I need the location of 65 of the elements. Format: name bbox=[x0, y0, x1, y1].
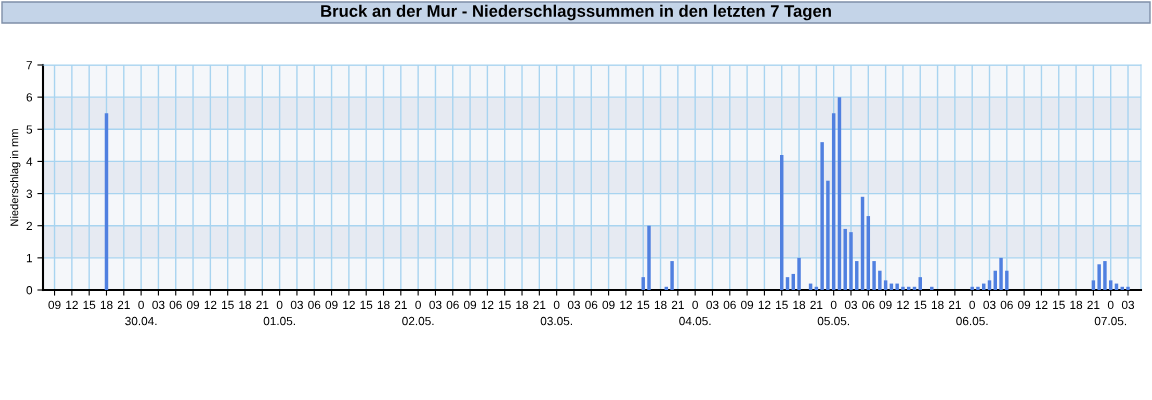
x-tick-label: 12 bbox=[343, 300, 355, 309]
x-tick-label: 12 bbox=[758, 300, 771, 309]
x-tick-label: 15 bbox=[83, 300, 96, 310]
x-tick-label: 18 bbox=[654, 300, 667, 310]
x-tick-label: 21 bbox=[533, 300, 546, 309]
x-tick-label: 06 bbox=[585, 300, 598, 310]
x-tick-label: 03 bbox=[1121, 300, 1135, 310]
x-tick-label: 06 bbox=[169, 300, 182, 310]
x-tick-label: 12 bbox=[481, 300, 494, 309]
x-tick-label: 18 bbox=[931, 300, 944, 310]
y-tick-label: 4 bbox=[26, 157, 33, 166]
x-tick-label: 18 bbox=[516, 300, 529, 310]
x-tick-label: 15 bbox=[637, 300, 650, 310]
x-tick-label: 15 bbox=[499, 300, 511, 310]
x-tick-label: 21 bbox=[671, 300, 684, 309]
x-tick-label: 03 bbox=[429, 300, 442, 310]
y-tick-label: 1 bbox=[26, 254, 33, 263]
x-tick-label: 21 bbox=[1087, 300, 1100, 309]
chart-title: Bruck an der Mur - Niederschlagssummen in den letzten 7 Tagen bbox=[321, 4, 831, 21]
y-tick-label: 0 bbox=[26, 286, 33, 295]
x-tick-label: 18 bbox=[239, 300, 252, 310]
x-tick-label: 21 bbox=[810, 300, 823, 309]
x-tick-label: 03 bbox=[152, 300, 165, 310]
y-tick-label: 7 bbox=[26, 61, 32, 70]
x-tick-label: 15 bbox=[776, 300, 788, 310]
x-tick-label: 18 bbox=[793, 300, 806, 310]
x-tick-label: 06 bbox=[446, 300, 459, 310]
x-tick-label: 18 bbox=[1070, 300, 1083, 310]
x-tick-label: 15 bbox=[222, 300, 234, 310]
x-tick-label: 03 bbox=[290, 300, 303, 310]
y-axis-title: Niederschlag in mm bbox=[10, 129, 21, 226]
x-tick-label: 18 bbox=[100, 300, 113, 310]
x-tick-label: 06 bbox=[308, 300, 321, 310]
x-tick-label: 09 bbox=[48, 300, 61, 310]
x-tick-label: 06 bbox=[723, 300, 736, 310]
x-tick-label: 12 bbox=[66, 300, 78, 309]
x-tick-label: 03 bbox=[706, 300, 719, 310]
x-tick-label: 21 bbox=[394, 300, 407, 309]
x-tick-label: 12 bbox=[620, 300, 632, 309]
x-tick-label: 12 bbox=[897, 300, 909, 309]
y-tick-label: 2 bbox=[26, 221, 32, 230]
x-tick-label: 09 bbox=[741, 300, 754, 310]
x-tick-label: 15 bbox=[1053, 300, 1065, 310]
x-tick-label: 06 bbox=[1000, 300, 1013, 310]
x-tick-label: 09 bbox=[602, 300, 615, 310]
x-tick-label: 03 bbox=[844, 300, 858, 310]
x-tick-label: 21 bbox=[117, 300, 130, 309]
x-tick-label: 15 bbox=[360, 300, 373, 310]
x-tick-label: 21 bbox=[948, 300, 961, 309]
x-tick-label: 12 bbox=[204, 300, 217, 309]
x-tick-label: 09 bbox=[879, 300, 892, 310]
y-tick-label: 5 bbox=[26, 125, 33, 134]
x-tick-label: 03 bbox=[983, 300, 996, 310]
x-tick-label: 18 bbox=[377, 300, 390, 310]
x-tick-label: 12 bbox=[1035, 300, 1048, 309]
x-tick-label: 03 bbox=[567, 300, 581, 310]
y-tick-label: 3 bbox=[26, 189, 33, 198]
x-tick-label: 21 bbox=[256, 300, 269, 309]
x-tick-label: 15 bbox=[914, 300, 927, 310]
x-tick-label: 09 bbox=[463, 300, 477, 310]
x-tick-label: 09 bbox=[186, 300, 200, 310]
x-tick-label: 09 bbox=[1018, 300, 1031, 310]
x-tick-label: 09 bbox=[325, 300, 338, 310]
x-tick-label: 06 bbox=[862, 300, 875, 310]
y-tick-label: 6 bbox=[26, 93, 33, 102]
